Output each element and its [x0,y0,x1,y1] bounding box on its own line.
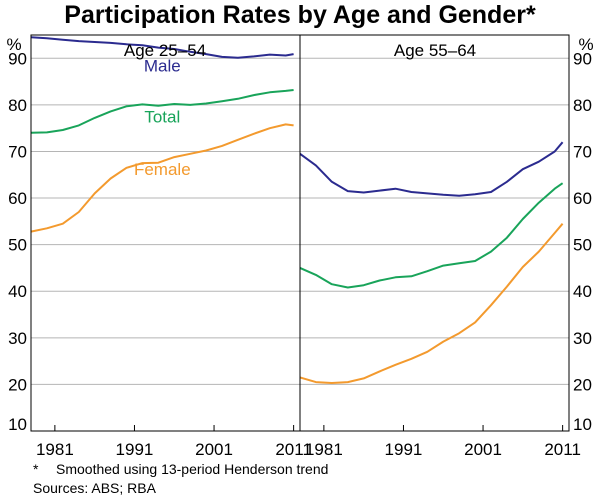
y-tick-left-20: 20 [8,375,27,394]
x-tick-label-p1-1981: 1981 [305,440,343,459]
series-line-total-p1 [299,182,564,289]
y-tick-right-40: 40 [573,282,592,301]
y-tick-left-70: 70 [8,142,27,161]
y-tick-left-90: 90 [8,49,27,68]
y-tick-left-30: 30 [8,329,27,348]
series-lines [30,36,564,384]
x-tick-label-p0-1991: 1991 [116,440,154,459]
y-tick-left-80: 80 [8,96,27,115]
y-tick-right-10: 10 [573,415,592,434]
x-tick-label-p0-2001: 2001 [195,440,233,459]
tick-labels: 10 10 20 20 30 30 40 40 50 50 60 60 70 70 80 80 90 90 1981… [8,49,592,459]
chart-title: Participation Rates by Age and Gender* [64,1,536,29]
y-axis-unit-right: % [578,35,593,54]
y-tick-right-70: 70 [573,142,592,161]
panel-title-age-25-54: Age 25–54 [124,41,206,60]
series-line-total-p0 [30,89,294,134]
series-label-male: Male [144,56,181,75]
y-axis-unit-left: % [6,35,21,54]
x-tick-label-p0-1981: 1981 [36,440,74,459]
footnote-marker: * [33,461,39,477]
y-tick-right-20: 20 [573,375,592,394]
y-tick-left-40: 40 [8,282,27,301]
y-tick-right-90: 90 [573,49,592,68]
y-tick-left-60: 60 [8,189,27,208]
series-line-male-p0 [30,36,294,59]
y-tick-right-50: 50 [573,236,592,255]
y-tick-right-30: 30 [573,329,592,348]
y-tick-right-80: 80 [573,96,592,115]
series-line-male-p1 [299,141,564,197]
y-tick-right-60: 60 [573,189,592,208]
x-tick-label-p1-2001: 2001 [464,440,502,459]
panel-title-age-55-64: Age 55–64 [394,41,476,60]
y-tick-left-10: 10 [8,415,27,434]
y-tick-left-50: 50 [8,236,27,255]
series-labels: Male Total Female [134,56,191,179]
series-label-female: Female [134,160,191,179]
x-tick-label-p1-2011: 2011 [544,440,581,459]
footnote-text: Smoothed using 13-period Henderson trend [56,461,328,477]
x-tick-label-p1-1991: 1991 [385,440,423,459]
series-line-female-p0 [30,123,294,233]
sources-text: Sources: ABS; RBA [33,480,157,496]
series-line-female-p1 [299,223,564,384]
series-label-total: Total [144,108,180,127]
x-tick-label-p0-2011: 2011 [275,440,312,459]
